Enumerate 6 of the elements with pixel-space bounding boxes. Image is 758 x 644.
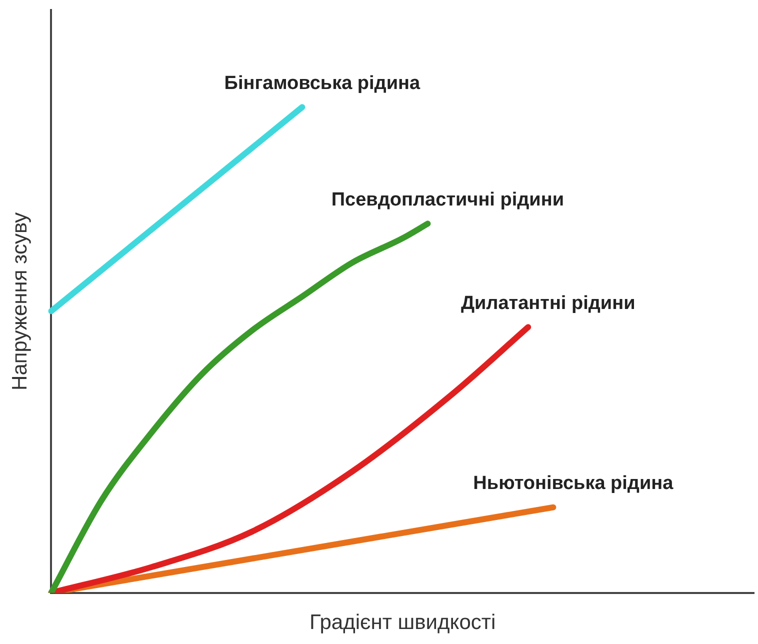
series-label: Дилатантні рідини [460,292,636,314]
series-label: Ньютонівська рідина [473,473,674,494]
series-label: Бінгамовська рідина [224,72,421,94]
x-axis-title: Градієнт швидкості [310,611,496,634]
series-label: Псевдопластичні рідини [331,189,564,210]
y-axis-title: Напруження зсуву [8,212,32,390]
